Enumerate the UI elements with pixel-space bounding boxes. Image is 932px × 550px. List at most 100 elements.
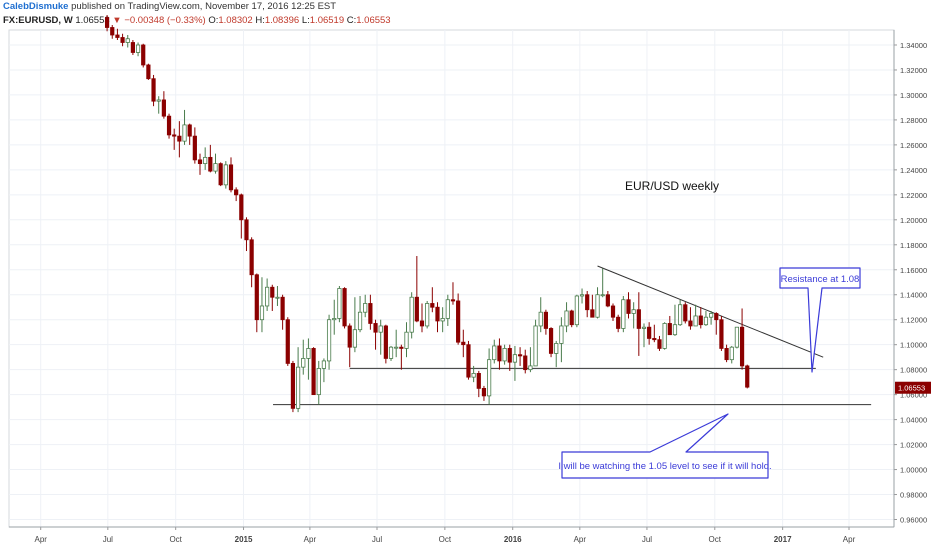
candle-body: [425, 303, 430, 327]
candle-down: [435, 302, 440, 333]
drawn-lines[interactable]: [273, 265, 872, 406]
candle-up: [631, 302, 636, 329]
x-tick-label: Jul: [103, 535, 113, 544]
close-label: C:: [346, 15, 357, 26]
candle-up: [595, 287, 600, 319]
candle-down: [517, 347, 523, 366]
candle-down: [172, 128, 177, 150]
candle-body: [213, 163, 218, 172]
author-link[interactable]: CalebDismuke: [3, 1, 69, 12]
candle-body: [688, 320, 693, 327]
candle-up: [135, 42, 141, 57]
candle-body: [714, 313, 719, 321]
candle-body: [275, 296, 280, 299]
publish-header: CalebDismuke published on TradingView.co…: [3, 1, 336, 12]
candle-body: [445, 299, 450, 319]
open-label: O:: [208, 15, 219, 26]
y-tick-label: 1.32000: [900, 66, 927, 75]
candle-body: [368, 303, 373, 324]
candle-down: [719, 315, 724, 351]
candle-body: [647, 326, 652, 339]
candle-up: [672, 304, 678, 336]
candle-body: [430, 303, 435, 308]
candle-body: [388, 346, 394, 359]
candle-up: [533, 319, 538, 367]
candle-up: [275, 285, 280, 306]
grid: [9, 30, 894, 527]
candle-down: [146, 63, 151, 80]
candle-body: [197, 159, 203, 165]
candle-body: [352, 329, 357, 348]
candle-body: [626, 299, 631, 314]
y-tick-label: 1.22000: [900, 191, 927, 200]
candle-up: [678, 299, 683, 326]
candle-down: [461, 329, 466, 358]
candle-body: [363, 303, 368, 313]
candle-body: [332, 318, 337, 321]
x-axis: Apr Jul Oct 2015 Apr Jul Oct 2016 Apr Jul Oct 2017 A…: [9, 526, 894, 544]
candle-down: [151, 74, 156, 107]
candle-down: [636, 292, 641, 356]
support-callout[interactable]: [561, 413, 769, 479]
candle-body: [285, 319, 290, 364]
candle-down: [280, 294, 285, 330]
candle-up: [295, 347, 301, 413]
candle-body: [507, 348, 512, 363]
candle-body: [254, 274, 259, 321]
candle-body: [476, 373, 481, 389]
candle-body: [517, 354, 523, 357]
x-tick-label: Jul: [642, 535, 652, 544]
candle-body: [621, 299, 626, 329]
candle-body: [301, 358, 306, 368]
candle-body: [141, 44, 146, 66]
candle-body: [745, 365, 750, 388]
candle-body: [115, 34, 120, 38]
close-value: 1.06553: [356, 15, 391, 26]
last-price: 1.06553: [75, 15, 110, 26]
candle-body: [662, 323, 667, 349]
y-axis[interactable]: 1.34000 1.32000 1.30000 1.28000 1.26000 1.240…: [893, 30, 931, 527]
candle-body: [404, 331, 409, 349]
candle-up: [306, 338, 311, 380]
candle-body: [135, 44, 141, 53]
candle-down: [745, 364, 750, 389]
candle-body: [192, 135, 197, 161]
candle-body: [579, 294, 585, 297]
candle-body: [182, 124, 187, 142]
candle-up: [554, 340, 559, 368]
candles: [104, 15, 750, 413]
candle-body: [657, 339, 662, 349]
y-tick-label: 1.28000: [900, 116, 927, 125]
candle-body: [383, 325, 388, 359]
candle-up: [621, 295, 626, 333]
y-tick-label: 1.12000: [900, 316, 927, 325]
candle-up: [471, 365, 476, 383]
candle-up: [378, 319, 383, 355]
candle-up: [445, 294, 450, 326]
candle-body: [290, 363, 296, 409]
candle-body: [729, 346, 734, 361]
candle-up: [564, 302, 569, 333]
candle-down: [141, 43, 146, 68]
annotations[interactable]: EUR/USD weekly Resistance at 1.08 I will…: [558, 179, 861, 479]
candle-body: [265, 286, 270, 307]
candle-up: [223, 161, 228, 189]
candle-up: [301, 339, 306, 375]
candle-down: [543, 309, 549, 335]
low-value: 1.06519: [309, 15, 345, 26]
x-tick-label: Oct: [709, 535, 722, 544]
candle-body: [724, 348, 729, 361]
candle-body: [595, 294, 600, 318]
candle-body: [228, 164, 234, 191]
line-descending-resistance[interactable]: [597, 265, 824, 358]
candle-down: [590, 294, 595, 318]
candle-down: [430, 287, 435, 313]
candle-body: [636, 309, 641, 329]
resistance-callout[interactable]: [779, 267, 861, 373]
symbol-label[interactable]: FX:EURUSD, W: [3, 15, 73, 26]
candle-up: [265, 278, 270, 311]
candle-body: [610, 305, 616, 318]
candle-body: [440, 318, 445, 322]
candle-body: [239, 194, 244, 221]
